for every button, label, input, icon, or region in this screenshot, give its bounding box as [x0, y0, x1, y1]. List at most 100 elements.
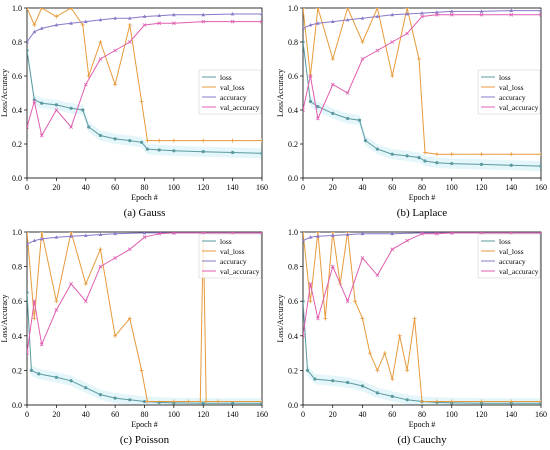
data-point-val_accuracy [360, 57, 365, 61]
data-point-accuracy [98, 232, 103, 236]
data-point-loss [479, 162, 484, 166]
data-point-accuracy [128, 16, 132, 20]
panel-caption: (c) Poisson [120, 434, 170, 446]
x-tick-label: 0 [25, 410, 29, 419]
data-point-val_loss [479, 399, 484, 404]
data-point-accuracy [420, 11, 424, 15]
x-tick-label: 140 [505, 410, 517, 419]
data-point-loss [84, 386, 88, 390]
data-point-val_loss [405, 8, 410, 10]
data-point-accuracy [303, 26, 305, 30]
data-point-accuracy [390, 232, 395, 236]
data-point-val_accuracy [98, 264, 103, 269]
data-point-val_accuracy [360, 256, 365, 260]
data-point-accuracy [83, 19, 88, 23]
panel-caption: (a) Gauss [124, 207, 166, 219]
y-tick-label: 0.6 [288, 297, 298, 306]
x-axis-label: Epoch # [409, 193, 435, 202]
chart-panel-2: 0 20 40 60 80 100 120 140 160 0.0 0.2 0.4 0.6 0.8 1.0 E… [0, 228, 268, 446]
x-tick-label: 120 [476, 183, 488, 192]
data-point-accuracy [330, 19, 335, 23]
data-point-val_loss [32, 316, 37, 321]
legend-label-loss: loss [220, 73, 232, 82]
data-point-loss [331, 379, 335, 383]
data-point-loss [423, 159, 427, 163]
data-point-val_loss [39, 232, 44, 234]
y-axis-label: Loss/Accuracy [0, 69, 9, 117]
data-point-val_accuracy [303, 108, 305, 112]
data-point-accuracy [360, 232, 365, 236]
data-point-accuracy [308, 235, 313, 239]
x-tick-label: 20 [329, 183, 337, 192]
data-point-val_loss [145, 138, 150, 143]
data-point-loss [450, 161, 454, 166]
data-point-val_loss [360, 316, 365, 321]
data-point-loss [37, 372, 41, 376]
data-point-loss [417, 156, 421, 160]
data-point-val_loss [260, 138, 262, 143]
y-axis-label: Loss/Accuracy [0, 295, 9, 343]
legend-label-val_accuracy: val_accuracy [499, 267, 539, 276]
data-point-val_loss [449, 399, 454, 404]
legend-label-val_loss: val_loss [220, 83, 245, 92]
data-point-accuracy [142, 232, 147, 235]
series-line-accuracy [27, 13, 262, 43]
data-point-val_accuracy [315, 316, 320, 321]
x-tick-label: 100 [446, 410, 458, 419]
data-point-loss [98, 133, 103, 138]
data-point-accuracy [390, 12, 395, 17]
legend-label-accuracy: accuracy [220, 257, 247, 266]
data-point-val_accuracy [420, 232, 424, 236]
y-tick-label: 1.0 [288, 4, 298, 13]
data-point-val_loss [139, 99, 144, 104]
data-point-val_accuracy [27, 351, 29, 355]
data-point-val_accuracy [69, 125, 73, 129]
data-point-accuracy [509, 8, 514, 12]
y-tick-label: 1.0 [12, 228, 22, 237]
panel-caption: (b) Laplace [397, 207, 447, 219]
data-point-loss [360, 384, 365, 388]
data-point-loss [113, 396, 117, 400]
data-point-accuracy [54, 235, 59, 239]
data-point-loss [357, 118, 362, 122]
legend-label-loss: loss [499, 73, 511, 82]
x-tick-label: 20 [329, 410, 337, 419]
legend-label-val_loss: val_loss [499, 83, 524, 92]
x-tick-label: 80 [418, 410, 426, 419]
data-point-val_accuracy [142, 23, 147, 27]
y-tick-label: 1.0 [288, 228, 298, 237]
data-point-accuracy [201, 12, 206, 17]
data-point-loss [231, 401, 235, 405]
chart-panel-0: 0 20 40 60 80 100 120 140 160 0.0 0.2 0.4 0.6 0.8 1.0 E… [0, 4, 268, 219]
data-point-val_accuracy [113, 48, 118, 53]
y-axis-label: Loss/Accuracy [276, 295, 285, 343]
data-point-val_accuracy [345, 91, 350, 95]
y-axis-label: Loss/Accuracy [276, 69, 285, 117]
data-point-val_loss [86, 74, 91, 78]
x-tick-label: 100 [168, 183, 180, 192]
data-point-val_accuracy [32, 99, 37, 104]
data-point-accuracy [113, 16, 117, 20]
series-line-val_loss [303, 8, 541, 155]
data-point-loss [305, 368, 310, 372]
data-point-val_loss [539, 152, 541, 157]
data-point-val_accuracy [157, 232, 162, 236]
data-point-loss [113, 137, 117, 141]
data-point-val_loss [186, 399, 191, 404]
data-point-accuracy [330, 233, 335, 237]
data-point-val_accuracy [230, 19, 235, 24]
x-tick-label: 140 [227, 183, 239, 192]
data-point-val_accuracy [405, 238, 410, 243]
data-point-loss [128, 398, 132, 402]
x-tick-label: 100 [168, 410, 180, 419]
data-point-val_loss [382, 351, 387, 356]
data-point-val_accuracy [54, 307, 59, 312]
y-tick-label: 0.0 [288, 174, 298, 183]
data-point-loss [201, 401, 205, 405]
data-point-loss [539, 164, 541, 168]
data-point-accuracy [375, 14, 380, 18]
data-point-loss [313, 377, 317, 381]
data-point-accuracy [260, 11, 262, 16]
x-tick-label: 40 [82, 183, 90, 192]
